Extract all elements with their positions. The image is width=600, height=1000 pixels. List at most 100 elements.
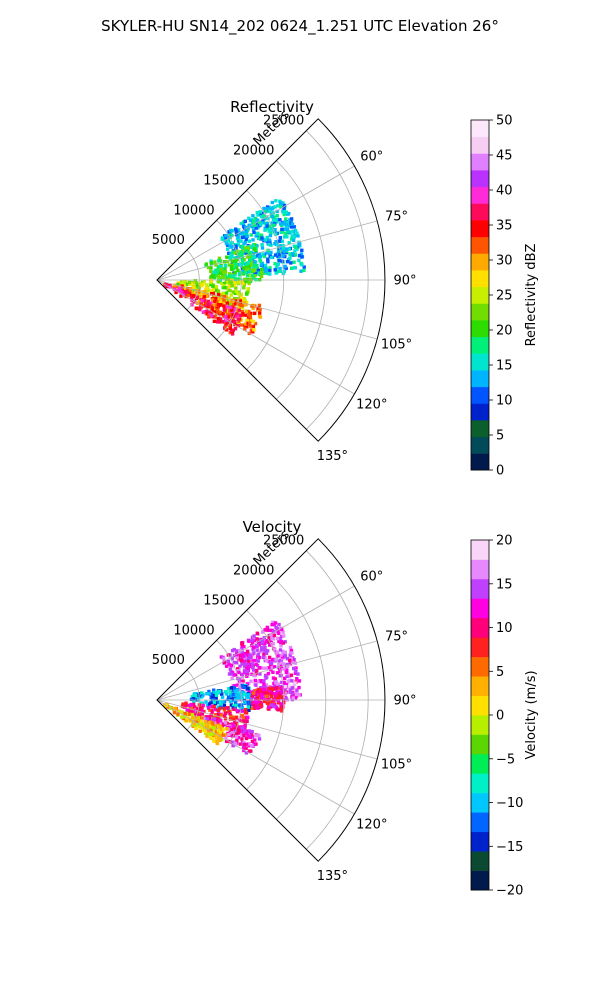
echo-pixel bbox=[284, 691, 288, 696]
echo-pixel bbox=[245, 274, 250, 278]
echo-pixel bbox=[247, 239, 252, 243]
echo-pixel bbox=[251, 244, 255, 248]
echo-pixel bbox=[190, 706, 194, 711]
echo-pixel bbox=[273, 683, 277, 688]
panels: Reflectivity500010000150002000025000Mete… bbox=[152, 98, 539, 899]
echo-pixel bbox=[239, 297, 244, 301]
echo-pixel bbox=[296, 672, 300, 676]
echo-pixel bbox=[212, 294, 217, 299]
echo-pixel bbox=[236, 693, 241, 698]
echo-pixel bbox=[242, 733, 246, 737]
echo-pixel bbox=[200, 691, 204, 695]
echo-pixel bbox=[240, 310, 244, 314]
echo-pixel bbox=[212, 688, 216, 692]
colorbar-segment bbox=[471, 792, 489, 813]
echo-pixel bbox=[192, 721, 196, 726]
echo-pixel bbox=[180, 710, 184, 714]
echo-pixel bbox=[283, 249, 287, 253]
echo-pixel bbox=[205, 715, 209, 719]
echo-pixel bbox=[251, 268, 255, 272]
echo-pixel bbox=[287, 241, 291, 245]
echo-pixel bbox=[250, 694, 254, 698]
echo-pixel bbox=[240, 258, 245, 263]
echo-pixel bbox=[242, 725, 246, 730]
echo-pixel bbox=[262, 642, 266, 646]
echo-pixel bbox=[250, 219, 255, 223]
echo-pixel bbox=[255, 218, 260, 222]
echo-pixel bbox=[222, 295, 227, 299]
colorbar-tick-label: 45 bbox=[496, 149, 513, 164]
echo-pixel bbox=[267, 705, 271, 709]
echo-pixel bbox=[274, 266, 279, 270]
echo-pixel bbox=[220, 737, 224, 742]
sector-outline bbox=[156, 118, 386, 442]
echo-pixel bbox=[237, 239, 241, 243]
azimuth-tick-label: 75° bbox=[385, 629, 408, 644]
echo-pixel bbox=[201, 282, 205, 286]
echo-pixel bbox=[221, 314, 226, 318]
echo-pixel bbox=[257, 733, 261, 737]
echo-pixel bbox=[214, 691, 219, 695]
echo-pixel bbox=[203, 310, 207, 314]
echo-pixel bbox=[222, 304, 226, 308]
echo-pixel bbox=[257, 737, 262, 741]
echo-pixel bbox=[252, 651, 256, 655]
echo-pixel bbox=[218, 730, 223, 735]
colorbar-segment bbox=[471, 203, 489, 221]
echo-pixel bbox=[208, 736, 213, 740]
echo-pixel bbox=[281, 649, 285, 654]
echo-pixel bbox=[235, 265, 239, 270]
echo-pixel bbox=[239, 263, 243, 267]
echo-pixel bbox=[202, 292, 207, 296]
echo-pixel bbox=[246, 246, 251, 250]
echo-pixel bbox=[240, 646, 244, 650]
colorbar-tick-label: 5 bbox=[496, 429, 504, 444]
echo-pixel bbox=[231, 724, 235, 728]
azimuth-tick-label: 105° bbox=[381, 758, 412, 773]
echo-pixel bbox=[195, 723, 199, 727]
echo-pixel bbox=[221, 320, 225, 324]
echo-pixel bbox=[214, 297, 218, 301]
echo-pixel bbox=[166, 284, 171, 288]
echo-pixel bbox=[236, 235, 240, 239]
colorbar-tick-label: −20 bbox=[496, 884, 523, 899]
echo-pixel bbox=[226, 697, 230, 702]
echo-pixel bbox=[253, 689, 258, 693]
echo-pixel bbox=[269, 628, 273, 632]
echo-pixel bbox=[207, 732, 211, 737]
echo-pixel bbox=[269, 691, 274, 695]
echo-pixel bbox=[260, 236, 264, 240]
echo-pixel bbox=[269, 635, 274, 639]
echo-pixel bbox=[239, 231, 244, 236]
echo-pixel bbox=[246, 687, 250, 691]
echo-pixel bbox=[185, 292, 189, 296]
echo-pixel bbox=[191, 294, 195, 298]
echo-pixel bbox=[249, 233, 253, 237]
echo-pixel bbox=[200, 292, 204, 296]
echo-pixel bbox=[269, 231, 273, 235]
echo-pixel bbox=[226, 659, 230, 663]
echo-pixel bbox=[283, 652, 287, 656]
echo-pixel bbox=[284, 266, 288, 271]
echo-pixel bbox=[254, 700, 258, 704]
echo-pixel bbox=[253, 658, 257, 662]
echo-pixel bbox=[256, 680, 260, 684]
echo-pixel bbox=[289, 217, 294, 221]
echo-pixel bbox=[261, 271, 266, 275]
echo-pixel bbox=[267, 707, 271, 711]
echo-pixel bbox=[229, 302, 233, 306]
echo-pixel bbox=[172, 287, 177, 292]
echo-pixel bbox=[275, 651, 280, 655]
echo-pixel bbox=[277, 658, 281, 663]
echo-pixel bbox=[244, 313, 248, 317]
echo-pixel bbox=[232, 647, 236, 652]
echo-pixel bbox=[265, 251, 269, 255]
echo-pixel bbox=[234, 227, 238, 231]
echo-pixel bbox=[214, 693, 219, 697]
echo-pixel bbox=[235, 709, 239, 713]
echo-pixel bbox=[208, 728, 212, 732]
echo-pixel bbox=[180, 284, 184, 288]
echo-pixel bbox=[285, 235, 289, 239]
echo-pixel bbox=[240, 697, 244, 701]
echo-pixel bbox=[247, 749, 252, 753]
